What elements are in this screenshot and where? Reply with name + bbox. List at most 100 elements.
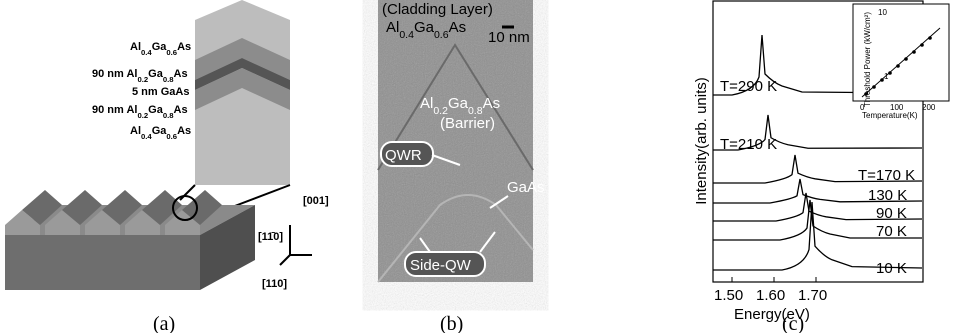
text-part: Ga: [414, 19, 435, 36]
temperature-label: T=290 K: [720, 78, 777, 95]
temperature-label: T=170 K: [858, 167, 915, 184]
x-tick-label: 1.50: [714, 287, 743, 304]
tem-label: QWR: [385, 147, 422, 164]
temperature-label: 130 K: [868, 187, 907, 204]
inset-x-tick: 100: [890, 103, 904, 112]
inset-point: [912, 50, 916, 54]
text-part: 90 nm Al: [92, 104, 137, 116]
ridge-side: [102, 190, 142, 225]
ridge-front: [165, 210, 200, 235]
layer-band: [195, 58, 290, 90]
text-part: 0.4: [141, 48, 152, 57]
x-tick-label: 1.70: [798, 287, 827, 304]
ridge-side: [22, 190, 62, 225]
layer-label: 5 nm GaAs: [132, 86, 189, 98]
panel-a: [001] [11̄0] [110] (a): [5, 0, 329, 333]
spectrum: [713, 34, 923, 96]
layer-band: [195, 38, 290, 80]
x-axis-label: Energy(eV): [734, 306, 810, 323]
inset-point: [872, 85, 876, 89]
inset-frame: [852, 3, 950, 102]
text-part: Ga: [148, 68, 164, 80]
text-part: Ga: [152, 125, 168, 137]
text-part: 0.6: [434, 29, 449, 41]
pointer: [489, 195, 509, 209]
text-part: As: [177, 125, 191, 137]
text-part: 0.4: [141, 132, 152, 141]
text-part: 0.6: [166, 48, 177, 57]
layer-label: Al0.4Ga0.6As: [130, 41, 191, 57]
layer-stack: [195, 0, 290, 185]
text-part: Al: [130, 41, 141, 53]
tem-label: Al0.4Ga0.6As: [386, 19, 466, 41]
text-part: 0.8: [163, 75, 174, 84]
temperature-label: 10 K: [876, 260, 907, 277]
zoom-circle: [172, 195, 198, 221]
panel-c: 1.50 1.60 1.70 Energy(eV) Intensity(arb.…: [693, 0, 950, 333]
text-part: Ga: [148, 104, 164, 116]
text-part: As: [483, 95, 501, 112]
inset-point: [920, 43, 924, 47]
inset-x-tick: 200: [922, 103, 936, 112]
direction-label: [110]: [262, 278, 287, 290]
ridge-side: [182, 190, 222, 225]
layer-label: 90 nm Al0.2Ga0.8As: [92, 104, 188, 120]
inset-point: [864, 92, 868, 96]
inset-points: [864, 36, 932, 96]
caption: (c): [782, 313, 804, 333]
ridge-front: [45, 210, 80, 235]
text-part: As: [174, 68, 188, 80]
pointer: [431, 154, 461, 166]
spectrum: [713, 201, 923, 271]
ridge-side: [142, 190, 182, 225]
inset-y-tick: 10: [878, 8, 887, 17]
text-part: 0.2: [137, 75, 148, 84]
spectrum: [713, 154, 923, 184]
scale-label: 10 nm: [488, 29, 530, 46]
spectrum: [713, 192, 923, 222]
pointer: [419, 237, 431, 253]
inset-x-tick: 0: [860, 103, 865, 112]
y-axis-label: Intensity(arb. units): [693, 77, 710, 205]
spectrum: [713, 114, 923, 151]
plot-frame: [712, 0, 924, 283]
tem-label: (Cladding Layer): [382, 1, 493, 18]
layer-label: 90 nm Al0.2Ga0.8As: [92, 68, 188, 84]
pointer: [479, 231, 496, 253]
text-part: 90 nm Al: [92, 68, 137, 80]
layer-label: Al0.4Ga0.6As: [130, 125, 191, 141]
inset-x-label: Temperature(K): [862, 111, 918, 120]
side-qw-box: [404, 251, 486, 277]
text-part: Al: [386, 19, 399, 36]
ridge-front: [125, 210, 160, 235]
ridge-front: [5, 210, 40, 235]
text-part: As: [174, 104, 188, 116]
ridge-front: [85, 210, 120, 235]
text-part: 0.8: [468, 105, 483, 117]
inset-point: [896, 64, 900, 68]
inset-y-label: Threshold Power (kW/cm²): [863, 12, 872, 107]
temperature-label: 90 K: [876, 205, 907, 222]
tem-label: Side-QW: [410, 257, 472, 274]
inset-point: [888, 71, 892, 75]
inset-point: [928, 36, 932, 40]
text-part: Ga: [152, 41, 168, 53]
qwr-box: [380, 141, 434, 167]
text-part: As: [449, 19, 467, 36]
tem-interface: [377, 43, 534, 171]
ridge-side: [62, 190, 102, 225]
tem-label: (Barrier): [440, 115, 495, 132]
layer-band: [195, 68, 290, 110]
ridges: [5, 190, 222, 235]
inset-point: [880, 78, 884, 82]
text-part: Al: [130, 125, 141, 137]
inset-y-tick: 1: [884, 72, 889, 81]
text-part: 0.4: [399, 29, 414, 41]
spectrum: [713, 178, 923, 204]
x-tick-label: 1.60: [756, 287, 785, 304]
text-part: 0.2: [433, 105, 448, 117]
inset-point: [904, 57, 908, 61]
inset-fit: [861, 27, 941, 98]
caption: (a): [153, 313, 175, 333]
